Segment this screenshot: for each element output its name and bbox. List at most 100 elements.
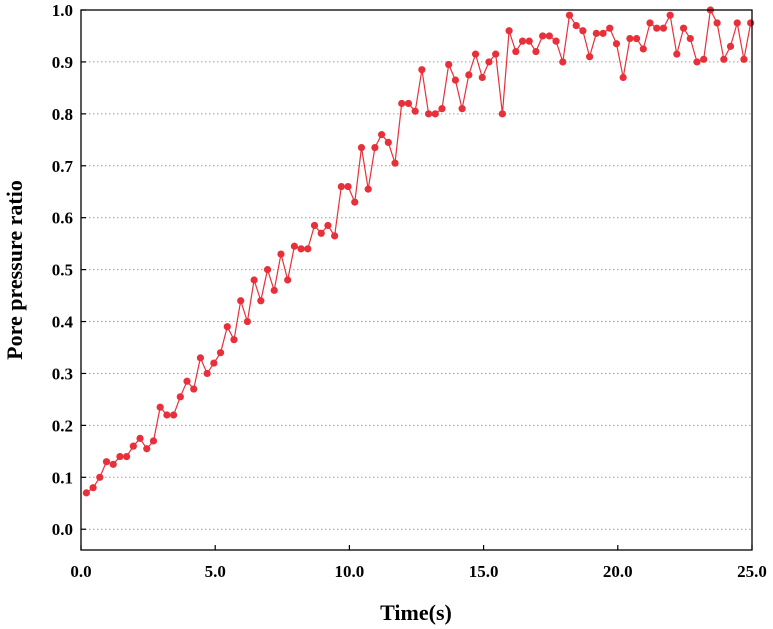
- data-point: [465, 71, 473, 79]
- data-point: [720, 55, 728, 63]
- data-point: [666, 11, 674, 19]
- data-point: [431, 110, 439, 118]
- data-point: [96, 473, 104, 481]
- data-point: [237, 297, 245, 305]
- data-point: [102, 458, 111, 466]
- data-point: [243, 317, 252, 326]
- data-point: [525, 37, 533, 45]
- data-point: [357, 143, 366, 152]
- data-point: [626, 34, 634, 43]
- data-point: [659, 24, 668, 32]
- data-point: [384, 138, 392, 147]
- data-point: [250, 276, 258, 284]
- data-point: [572, 21, 580, 30]
- data-point: [263, 266, 272, 274]
- data-point: [740, 55, 748, 63]
- y-tick-label: 0.8: [52, 105, 73, 124]
- data-point: [337, 182, 345, 191]
- y-tick-label: 0.4: [52, 313, 74, 332]
- data-point: [364, 185, 372, 193]
- data-point: [317, 229, 325, 237]
- data-point: [606, 24, 614, 32]
- data-point: [518, 37, 527, 45]
- data-point: [123, 452, 131, 461]
- data-point: [747, 19, 755, 27]
- y-axis-title: Pore pressure ratio: [2, 180, 27, 360]
- data-point: [653, 24, 661, 32]
- x-tick-label: 5.0: [205, 562, 226, 581]
- data-point: [176, 393, 184, 401]
- data-point: [733, 19, 741, 27]
- data-point: [646, 19, 654, 27]
- data-point: [619, 73, 627, 82]
- y-tick-label: 0.2: [52, 416, 73, 435]
- data-point: [411, 107, 419, 115]
- data-point: [451, 76, 460, 84]
- data-point: [726, 42, 735, 50]
- data-point: [324, 221, 332, 230]
- data-point: [257, 297, 265, 305]
- data-point: [210, 359, 218, 367]
- data-point: [586, 53, 594, 61]
- data-point: [693, 58, 701, 66]
- y-tick-label: 0.5: [52, 261, 73, 280]
- data-point: [169, 411, 178, 419]
- data-point: [545, 32, 553, 40]
- data-point: [183, 377, 191, 385]
- data-point: [552, 37, 560, 45]
- data-point: [438, 105, 446, 113]
- data-point: [713, 19, 721, 27]
- data-point: [458, 105, 466, 113]
- data-point: [143, 445, 151, 453]
- data-point: [297, 245, 305, 253]
- data-point: [445, 60, 453, 69]
- data-point: [371, 143, 379, 152]
- data-point: [559, 58, 567, 66]
- data-point: [492, 50, 500, 58]
- data-point: [512, 47, 520, 56]
- y-tick-label: 0.0: [52, 520, 73, 539]
- x-tick-label: 20.0: [603, 562, 633, 581]
- data-point: [163, 411, 171, 419]
- data-point: [418, 66, 426, 74]
- y-tick-label: 0.6: [52, 209, 73, 228]
- data-point: [505, 27, 513, 35]
- data-point: [686, 34, 694, 43]
- data-point: [639, 45, 647, 53]
- data-point: [230, 336, 238, 344]
- data-point: [116, 452, 124, 461]
- x-tick-label: 15.0: [469, 562, 499, 581]
- data-point: [196, 354, 205, 362]
- y-tick-label: 0.9: [52, 53, 73, 72]
- data-point: [424, 110, 433, 118]
- data-point: [129, 442, 137, 450]
- data-point: [223, 323, 231, 331]
- data-point: [398, 99, 406, 108]
- y-tick-label: 0.1: [52, 468, 73, 487]
- plot-frame: [80, 9, 753, 551]
- data-point: [149, 437, 158, 445]
- data-point: [351, 198, 359, 206]
- data-point: [216, 349, 225, 357]
- data-point: [612, 40, 621, 48]
- data-point: [310, 221, 319, 230]
- data-point: [478, 73, 486, 82]
- data-point: [539, 32, 547, 40]
- data-point: [378, 131, 386, 139]
- data-point: [190, 385, 198, 393]
- data-point: [498, 110, 506, 118]
- series-line: [86, 8, 752, 494]
- data-point: [565, 11, 574, 19]
- y-tick-label: 0.7: [52, 157, 74, 176]
- data-point: [532, 47, 540, 56]
- data-point: [89, 484, 97, 492]
- data-point: [344, 182, 352, 191]
- data-point: [579, 27, 587, 35]
- data-point: [471, 50, 480, 58]
- data-point: [485, 58, 493, 66]
- data-point: [592, 29, 600, 37]
- x-axis-title: Time(s): [380, 600, 452, 625]
- x-tick-label: 0.0: [70, 562, 91, 581]
